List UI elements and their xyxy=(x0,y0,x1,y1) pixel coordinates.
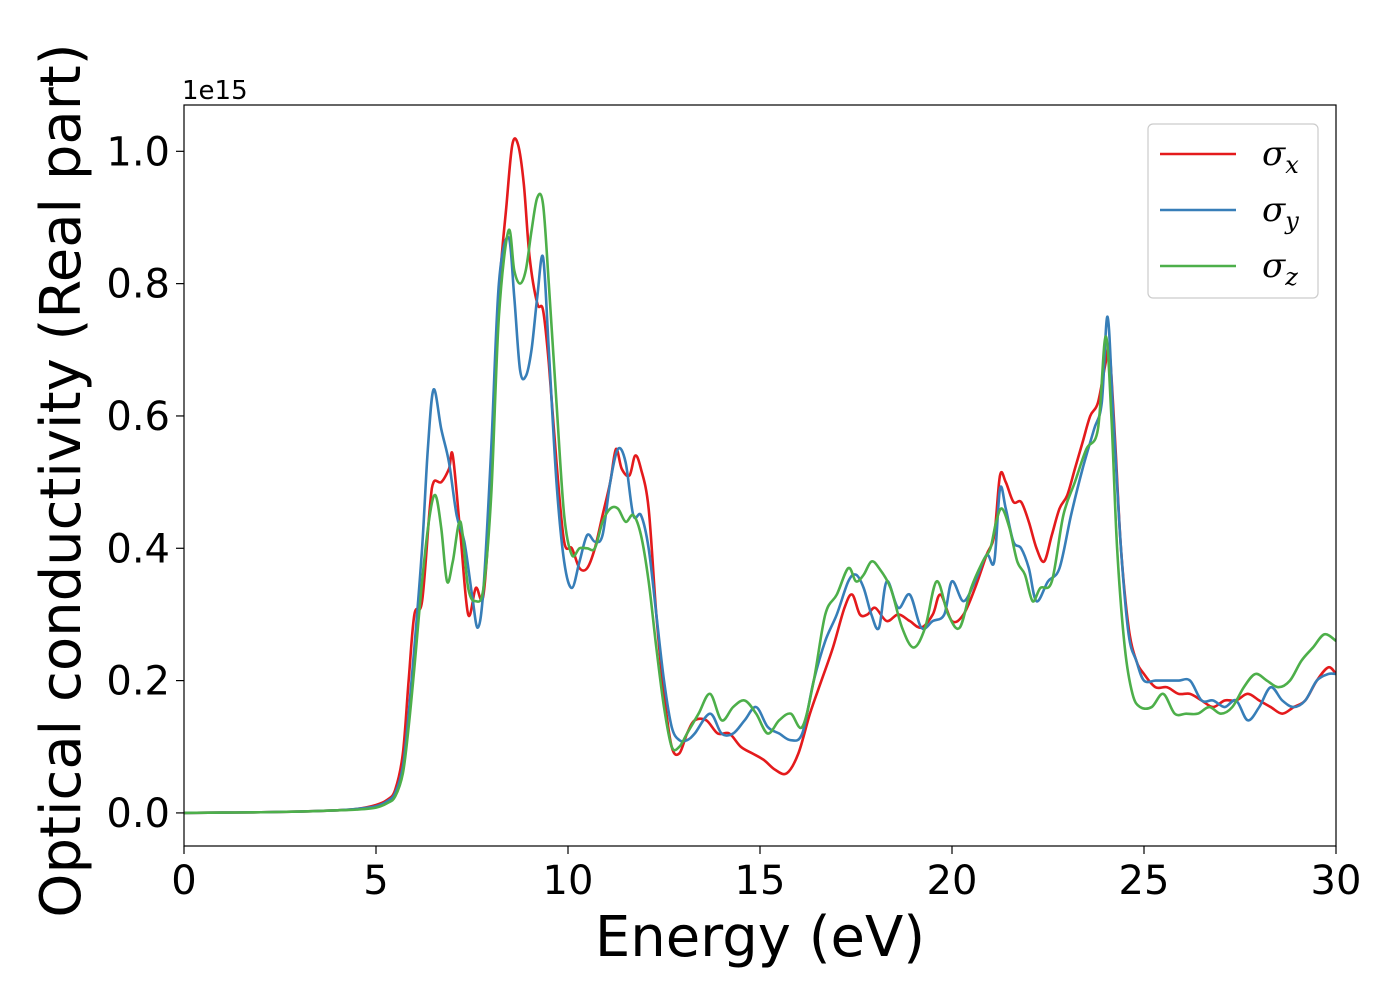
x-tick-label: 25 xyxy=(1119,858,1170,904)
y-offset-label: 1e15 xyxy=(182,76,248,106)
x-tick-label: 5 xyxy=(363,858,388,904)
x-tick-label: 20 xyxy=(927,858,978,904)
x-axis-title: Energy (eV) xyxy=(595,905,925,970)
series-line-z xyxy=(184,192,1336,815)
x-tick-label: 30 xyxy=(1311,858,1362,904)
x-tick-label: 15 xyxy=(735,858,786,904)
legend-label-y: σy xyxy=(1262,190,1299,235)
legend-label-x: σx xyxy=(1262,134,1299,179)
ticks-layer: 0 5 10 15 20 25 30 0.0 0.2 0.4 0.6 0.8 1.0 xyxy=(106,129,1361,904)
series-line-y xyxy=(184,235,1336,815)
x-tick-label: 10 xyxy=(543,858,594,904)
y-tick-label: 1.0 xyxy=(106,129,170,175)
y-tick-label: 0.8 xyxy=(106,262,170,308)
y-tick-label: 0.4 xyxy=(106,526,170,572)
series-layer xyxy=(184,137,1336,815)
legend: σx σy σz xyxy=(1147,123,1319,299)
y-tick-label: 0.0 xyxy=(106,791,170,837)
legend-label-z: σz xyxy=(1262,246,1298,291)
y-tick-label: 0.6 xyxy=(106,394,170,440)
x-tick-label: 0 xyxy=(171,858,196,904)
y-tick-label: 0.2 xyxy=(106,659,170,705)
y-axis-title: Optical conductivity (Real part) xyxy=(29,43,94,917)
